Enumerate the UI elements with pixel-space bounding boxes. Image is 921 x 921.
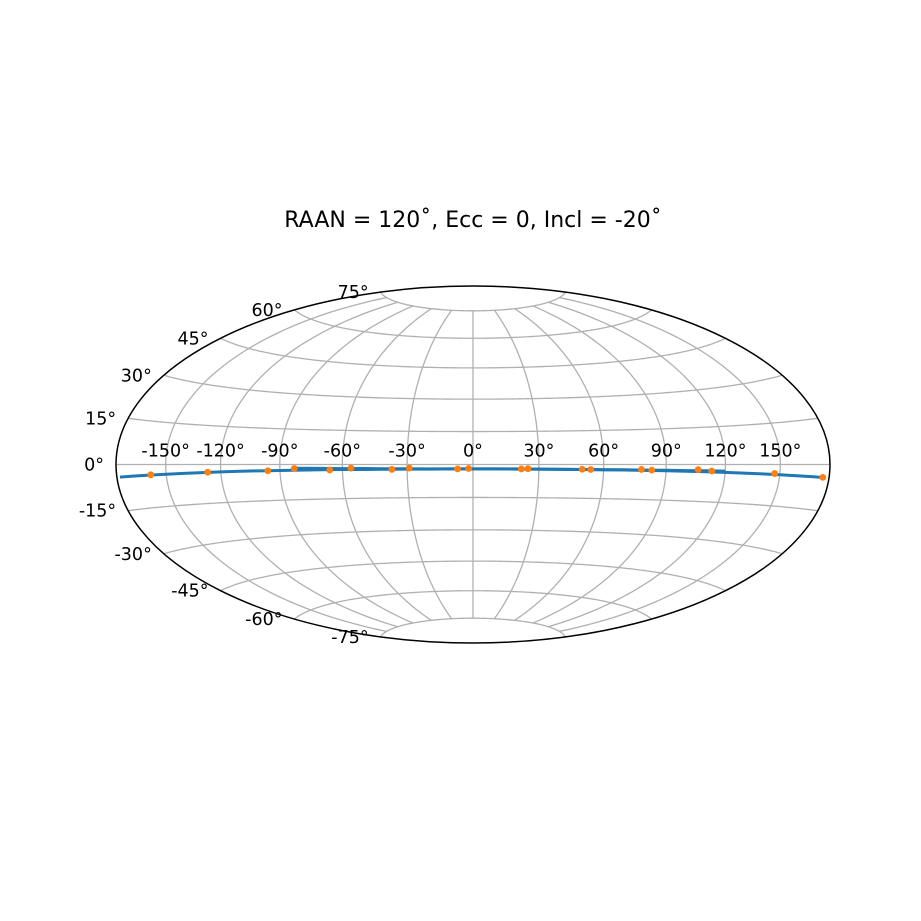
data-point	[524, 465, 532, 473]
chart-title: RAAN = 120˚, Ecc = 0, Incl = -20˚	[284, 208, 661, 233]
data-point	[147, 471, 155, 479]
data-point	[388, 466, 396, 473]
latitude-tick-label: 15°	[85, 409, 116, 429]
data-point	[347, 464, 355, 472]
map-boundary	[115, 285, 831, 644]
longitude-tick-label: 60°	[588, 442, 619, 462]
latitude-tick-label: 30°	[121, 366, 152, 386]
data-point	[204, 468, 212, 476]
ground-track-line-1	[296, 466, 726, 473]
parallel-gridline	[380, 291, 566, 312]
data-point	[819, 473, 827, 481]
data-point	[326, 466, 334, 474]
longitude-tick-label: 90°	[651, 442, 682, 462]
parallel-gridline	[128, 496, 818, 512]
latitude-tick-label: -60°	[245, 610, 282, 630]
latitude-tick-label: -45°	[171, 582, 208, 602]
tick-label-layer: -150° -120° -90° -60° -30° 0° 30° 60° 90° 120° 150…	[79, 283, 802, 648]
data-point	[405, 464, 413, 472]
parallel-gridline	[220, 560, 726, 592]
longitude-tick-label: -30°	[388, 442, 425, 462]
longitude-tick-label: 30°	[523, 442, 554, 462]
parallel-gridline	[128, 417, 818, 433]
data-point	[465, 465, 472, 472]
data-point	[517, 465, 525, 473]
parallel-gridline	[294, 309, 652, 339]
parallel-gridline	[294, 590, 652, 620]
latitude-tick-label: 60°	[251, 301, 282, 321]
latitude-tick-label: 0°	[84, 456, 104, 476]
data-point	[264, 467, 272, 475]
latitude-tick-label: -15°	[79, 502, 116, 522]
data-series-layer	[119, 464, 827, 481]
data-point	[290, 465, 298, 472]
longitude-tick-label: 0°	[463, 442, 483, 462]
data-point	[771, 470, 779, 477]
latitude-tick-label: -30°	[114, 545, 151, 565]
graticule-grid	[116, 291, 830, 638]
longitude-tick-label: -120°	[196, 442, 244, 462]
data-point	[454, 465, 461, 473]
longitude-tick-label: 150°	[759, 442, 801, 462]
longitude-tick-label: -60°	[324, 442, 361, 462]
data-point	[638, 466, 645, 473]
parallel-gridline	[163, 374, 783, 400]
data-point	[578, 465, 586, 473]
latitude-tick-label: 45°	[178, 329, 209, 349]
longitude-tick-label: 120°	[704, 442, 746, 462]
data-point	[694, 466, 702, 474]
map-frame	[115, 285, 831, 644]
longitude-tick-label: -90°	[261, 442, 298, 462]
parallel-gridline	[220, 337, 726, 369]
parallel-gridline	[380, 617, 566, 638]
latitude-tick-label: 75°	[338, 283, 369, 303]
data-point	[708, 467, 716, 475]
longitude-tick-label: -150°	[141, 442, 189, 462]
data-point	[648, 466, 656, 474]
data-point	[587, 466, 595, 473]
parallel-gridline	[163, 529, 783, 555]
latitude-tick-label: -75°	[331, 628, 368, 648]
